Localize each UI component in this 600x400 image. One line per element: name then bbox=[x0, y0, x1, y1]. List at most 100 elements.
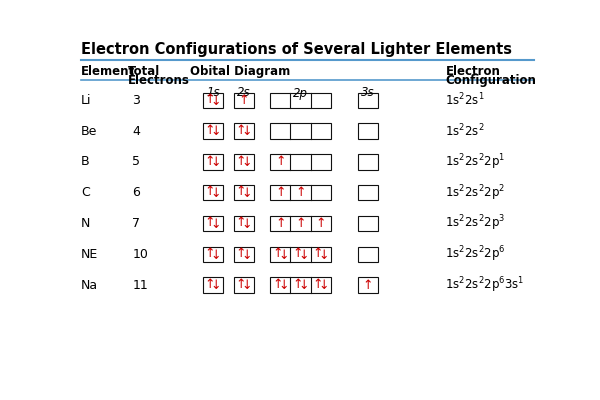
Text: ↓: ↓ bbox=[242, 249, 253, 262]
Text: ↓: ↓ bbox=[211, 95, 221, 108]
Text: ↓: ↓ bbox=[211, 126, 221, 138]
Bar bbox=[271, 154, 331, 170]
Text: ↓: ↓ bbox=[242, 187, 253, 200]
Text: ↑: ↑ bbox=[313, 247, 323, 260]
Bar bbox=[271, 247, 331, 262]
Bar bbox=[271, 216, 331, 231]
Text: ↑: ↑ bbox=[316, 217, 326, 230]
Text: ↑: ↑ bbox=[236, 247, 246, 260]
Text: ↓: ↓ bbox=[242, 218, 253, 231]
Bar bbox=[358, 216, 378, 231]
Bar bbox=[234, 93, 254, 108]
Bar bbox=[203, 124, 223, 139]
Bar bbox=[234, 216, 254, 231]
Text: ↑: ↑ bbox=[362, 279, 373, 292]
Text: 2s: 2s bbox=[237, 86, 251, 100]
Text: ↑: ↑ bbox=[275, 186, 286, 199]
Text: ↑: ↑ bbox=[205, 278, 215, 291]
Text: ↓: ↓ bbox=[211, 280, 221, 292]
Bar bbox=[271, 124, 331, 139]
Text: 1s$^2$2s$^2$: 1s$^2$2s$^2$ bbox=[445, 123, 485, 140]
Bar bbox=[271, 185, 331, 200]
Text: ↓: ↓ bbox=[242, 156, 253, 169]
Text: ↓: ↓ bbox=[298, 280, 309, 292]
Text: Total: Total bbox=[128, 65, 160, 78]
Text: ↑: ↑ bbox=[313, 278, 323, 291]
Text: 1s$^2$2s$^2$2p$^6$: 1s$^2$2s$^2$2p$^6$ bbox=[445, 244, 506, 264]
Text: ↓: ↓ bbox=[211, 156, 221, 169]
Text: ↓: ↓ bbox=[319, 249, 329, 262]
Bar bbox=[234, 154, 254, 170]
Text: 1s: 1s bbox=[206, 86, 220, 100]
Text: C: C bbox=[81, 186, 90, 199]
Text: ↓: ↓ bbox=[242, 126, 253, 138]
Bar bbox=[358, 154, 378, 170]
Text: ↓: ↓ bbox=[211, 187, 221, 200]
Bar bbox=[358, 247, 378, 262]
Text: ↑: ↑ bbox=[272, 247, 283, 260]
Text: ↑: ↑ bbox=[236, 216, 246, 229]
Text: ↑: ↑ bbox=[295, 217, 306, 230]
Text: ↓: ↓ bbox=[278, 280, 289, 292]
Text: 3s: 3s bbox=[361, 86, 375, 100]
Text: Electrons: Electrons bbox=[128, 74, 190, 87]
Text: 2p: 2p bbox=[293, 86, 308, 100]
Bar bbox=[203, 247, 223, 262]
Text: ↑: ↑ bbox=[292, 278, 302, 291]
Text: ↑: ↑ bbox=[239, 94, 249, 107]
Text: 11: 11 bbox=[133, 279, 148, 292]
Bar bbox=[203, 185, 223, 200]
Text: ↑: ↑ bbox=[236, 124, 246, 137]
Text: Na: Na bbox=[81, 279, 98, 292]
Text: ↑: ↑ bbox=[292, 247, 302, 260]
Text: Element: Element bbox=[81, 65, 136, 78]
Text: 4: 4 bbox=[133, 125, 140, 138]
Text: ↑: ↑ bbox=[205, 186, 215, 198]
Bar bbox=[358, 278, 378, 293]
Text: B: B bbox=[81, 156, 90, 168]
Text: ↓: ↓ bbox=[298, 249, 309, 262]
Text: ↑: ↑ bbox=[205, 93, 215, 106]
Bar bbox=[234, 185, 254, 200]
Text: ↑: ↑ bbox=[205, 124, 215, 137]
Text: ↓: ↓ bbox=[211, 249, 221, 262]
Bar bbox=[234, 124, 254, 139]
Text: 1s$^2$2s$^2$2p$^6$3s$^1$: 1s$^2$2s$^2$2p$^6$3s$^1$ bbox=[445, 275, 525, 295]
Text: Electron Configurations of Several Lighter Elements: Electron Configurations of Several Light… bbox=[81, 42, 512, 57]
Bar bbox=[203, 278, 223, 293]
Text: 6: 6 bbox=[133, 186, 140, 199]
Text: Obital Diagram: Obital Diagram bbox=[190, 65, 290, 78]
Text: NE: NE bbox=[81, 248, 98, 261]
Text: ↑: ↑ bbox=[275, 156, 286, 168]
Bar bbox=[234, 247, 254, 262]
Bar bbox=[203, 216, 223, 231]
Bar bbox=[358, 93, 378, 108]
Text: 1s$^2$2s$^2$2p$^1$: 1s$^2$2s$^2$2p$^1$ bbox=[445, 152, 506, 172]
Text: ↑: ↑ bbox=[272, 278, 283, 291]
Text: Be: Be bbox=[81, 125, 98, 138]
Text: Electron: Electron bbox=[445, 65, 500, 78]
Text: 1s$^2$2s$^1$: 1s$^2$2s$^1$ bbox=[445, 92, 485, 109]
Text: N: N bbox=[81, 217, 91, 230]
Text: ↑: ↑ bbox=[236, 186, 246, 198]
Bar bbox=[358, 185, 378, 200]
Text: ↑: ↑ bbox=[205, 247, 215, 260]
Text: 1s$^2$2s$^2$2p$^2$: 1s$^2$2s$^2$2p$^2$ bbox=[445, 183, 506, 202]
Text: Li: Li bbox=[81, 94, 92, 107]
Bar bbox=[271, 93, 331, 108]
Text: ↓: ↓ bbox=[319, 280, 329, 292]
Text: Configuration: Configuration bbox=[445, 74, 536, 87]
Text: ↑: ↑ bbox=[295, 186, 306, 199]
Bar bbox=[234, 278, 254, 293]
Text: ↑: ↑ bbox=[236, 278, 246, 291]
Text: ↓: ↓ bbox=[242, 280, 253, 292]
Bar bbox=[358, 124, 378, 139]
Text: ↑: ↑ bbox=[205, 155, 215, 168]
Text: 7: 7 bbox=[133, 217, 140, 230]
Bar bbox=[203, 93, 223, 108]
Text: ↑: ↑ bbox=[205, 216, 215, 229]
Text: 10: 10 bbox=[133, 248, 148, 261]
Text: ↑: ↑ bbox=[275, 217, 286, 230]
Text: ↓: ↓ bbox=[278, 249, 289, 262]
Bar bbox=[271, 278, 331, 293]
